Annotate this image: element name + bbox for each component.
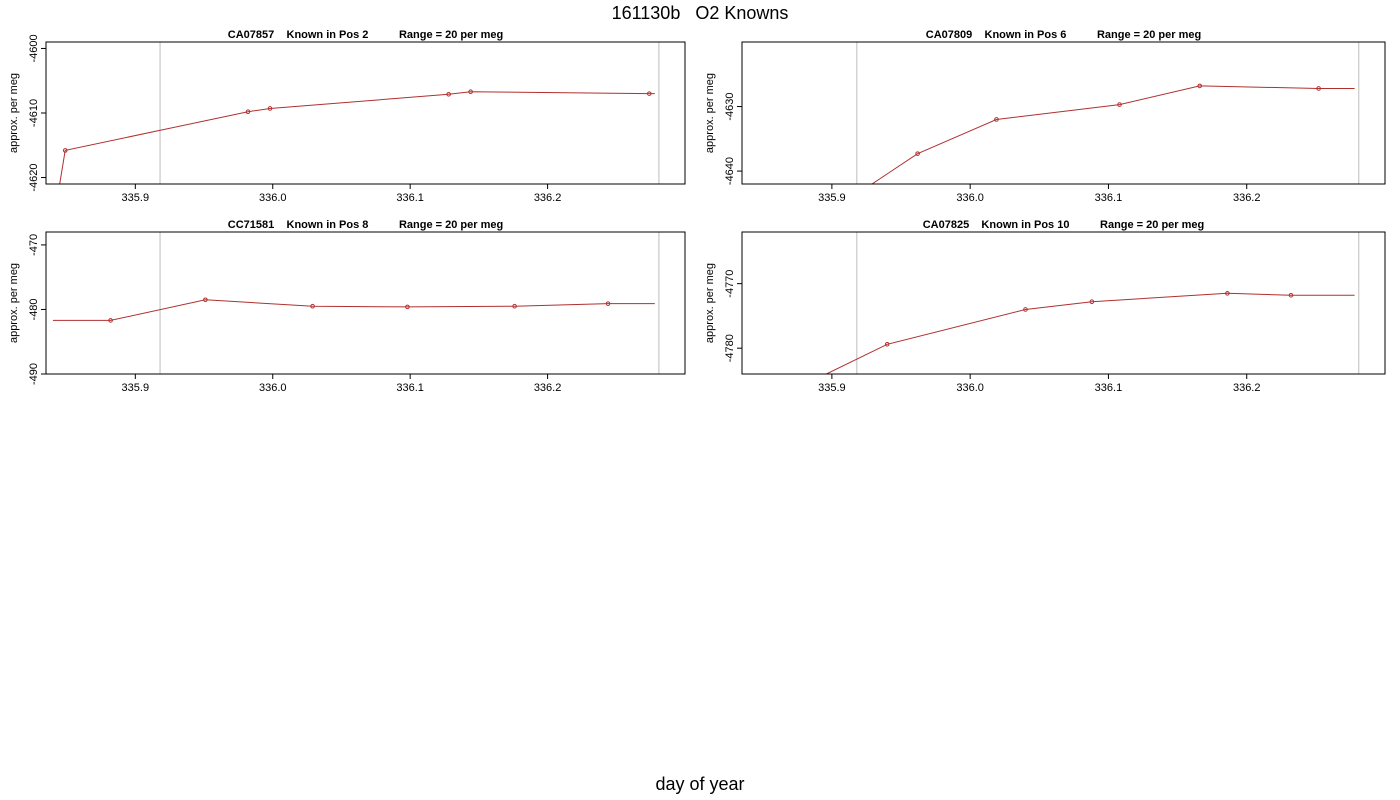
- x-tick-label: 335.9: [122, 382, 150, 394]
- data-point: [1197, 83, 1203, 89]
- x-tick-label: 336.1: [1095, 192, 1123, 204]
- y-axis-title: approx. per meg: [704, 73, 716, 153]
- x-tick-label: 336.2: [1233, 192, 1261, 204]
- x-axis-title: day of year: [655, 774, 745, 794]
- panel-3: CC71581 Known in Pos 8 Range = 20 per me…: [8, 219, 686, 394]
- y-tick-label: -4640: [724, 157, 736, 185]
- x-tick-label: 336.0: [259, 382, 287, 394]
- y-axis-title: approx. per meg: [8, 73, 20, 153]
- data-point: [267, 106, 273, 111]
- series-line: [52, 299, 655, 321]
- y-tick-label: -480: [28, 298, 40, 320]
- panel-title: CA07857 Known in Pos 2 Range = 20 per me…: [228, 29, 503, 41]
- x-tick-label: 336.1: [1095, 382, 1123, 394]
- data-point: [468, 89, 473, 94]
- y-tick-label: -4600: [28, 34, 40, 62]
- data-point: [1225, 291, 1230, 296]
- x-tick-label: 336.2: [534, 382, 562, 394]
- data-point: [1089, 299, 1095, 305]
- x-tick-label: 336.2: [534, 192, 562, 204]
- series-line: [59, 91, 655, 184]
- figure-title: 161130b O2 Knowns: [611, 3, 789, 23]
- y-tick-label: -4620: [28, 163, 40, 191]
- data-point: [203, 297, 208, 303]
- plot-frame: [741, 231, 1386, 375]
- data-point: [1023, 307, 1028, 312]
- x-tick-label: 336.0: [259, 192, 287, 204]
- y-tick-label: -4630: [724, 92, 736, 120]
- x-tick-label: 335.9: [122, 192, 150, 204]
- plot-frame: [741, 41, 1386, 185]
- panel-title: CA07809 Known in Pos 6 Range = 20 per me…: [926, 29, 1201, 41]
- x-tick-label: 335.9: [818, 192, 846, 204]
- plot-frame: [45, 41, 686, 185]
- panel-1: CA07857 Known in Pos 2 Range = 20 per me…: [8, 29, 686, 204]
- plot-frame: [45, 231, 686, 375]
- y-axis-title: approx. per meg: [704, 263, 716, 343]
- y-tick-label: -4610: [28, 99, 40, 127]
- data-point: [62, 148, 68, 153]
- x-tick-label: 336.2: [1233, 382, 1261, 394]
- data-point: [1117, 102, 1122, 107]
- data-point: [1288, 292, 1294, 298]
- panel-2: CA07809 Known in Pos 6 Range = 20 per me…: [704, 29, 1386, 204]
- x-tick-label: 336.0: [956, 382, 984, 394]
- data-point: [994, 117, 999, 122]
- x-tick-label: 336.1: [396, 382, 424, 394]
- data-point: [446, 91, 451, 97]
- data-point: [1316, 86, 1321, 91]
- panel-4: CA07825 Known in Pos 10 Range = 20 per m…: [704, 219, 1386, 394]
- x-tick-label: 335.9: [818, 382, 846, 394]
- data-point: [245, 109, 251, 115]
- y-tick-label: -490: [28, 363, 40, 385]
- data-point: [915, 151, 920, 156]
- y-tick-label: -470: [28, 234, 40, 256]
- x-tick-label: 336.0: [956, 192, 984, 204]
- panel-title: CC71581 Known in Pos 8 Range = 20 per me…: [228, 219, 503, 231]
- x-tick-label: 336.1: [396, 192, 424, 204]
- y-tick-label: -4770: [724, 270, 736, 298]
- data-point: [310, 303, 315, 309]
- data-point: [512, 303, 517, 309]
- data-point: [646, 91, 652, 96]
- y-axis-title: approx. per meg: [8, 263, 20, 343]
- data-point: [605, 301, 611, 306]
- series-line: [826, 292, 1355, 374]
- data-point: [884, 342, 890, 347]
- y-tick-label: -4780: [724, 334, 736, 362]
- data-point: [108, 318, 113, 323]
- panel-title: CA07825 Known in Pos 10 Range = 20 per m…: [923, 219, 1205, 231]
- series-line: [871, 85, 1355, 184]
- data-point: [405, 304, 410, 310]
